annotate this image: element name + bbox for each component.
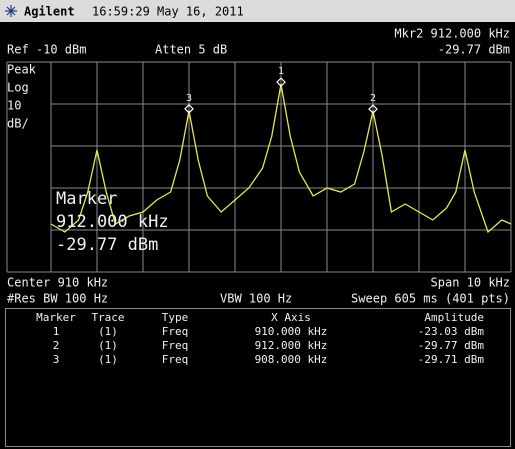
table-header: Trace (91, 311, 124, 324)
overlay-text: 912.000 kHz (56, 212, 169, 232)
table-cell: -29.77 dBm (418, 339, 485, 352)
marker-number: 2 (370, 93, 376, 104)
table-cell: 908.000 kHz (255, 353, 328, 366)
sweep: Sweep 605 ms (401 pts) (351, 292, 510, 306)
marker-amplitude: -29.77 dBm (438, 43, 510, 57)
agilent-logo (5, 5, 17, 17)
scale-label: dB/ (7, 117, 29, 131)
table-cell: 2 (53, 339, 60, 352)
brand: Agilent (24, 5, 75, 19)
table-header: Amplitude (424, 311, 484, 324)
table-cell: 912.000 kHz (255, 339, 328, 352)
table-cell: (1) (98, 325, 118, 338)
table-header: Marker (36, 311, 76, 324)
scale-label: 10 (7, 99, 21, 113)
table-cell: -23.03 dBm (418, 325, 485, 338)
marker-number: 1 (278, 66, 284, 77)
attenuation: Atten 5 dB (155, 43, 227, 57)
vbw: VBW 100 Hz (220, 292, 292, 306)
title-bar (0, 0, 515, 22)
marker-diamond (184, 103, 194, 114)
table-cell: Freq (162, 325, 189, 338)
scale-label: Peak (7, 63, 37, 77)
marker-number: 3 (186, 93, 192, 104)
center-freq: Center 910 kHz (7, 276, 108, 290)
scale-label: Log (7, 81, 29, 95)
overlay-text: Marker (56, 189, 117, 209)
marker-readout: Mkr2 912.000 kHz (394, 27, 510, 41)
marker-table-frame (5, 308, 511, 447)
table-cell: 3 (53, 353, 60, 366)
table-header: Type (162, 311, 189, 324)
graticule (6, 61, 512, 273)
span: Span 10 kHz (431, 276, 510, 290)
ref-level: Ref -10 dBm (7, 43, 86, 57)
table-cell: (1) (98, 339, 118, 352)
trace (50, 83, 512, 234)
overlay-text: -29.77 dBm (56, 235, 158, 255)
table-cell: Freq (162, 339, 189, 352)
table-header: X Axis (271, 311, 311, 324)
plot: 1 2 3 (50, 66, 512, 234)
marker-diamond (368, 104, 378, 114)
table-cell: (1) (98, 353, 118, 366)
res-bw: #Res BW 100 Hz (7, 292, 108, 306)
marker-diamond (276, 77, 286, 87)
table-cell: 910.000 kHz (255, 325, 328, 338)
datetime: 16:59:29 May 16, 2011 (92, 5, 244, 19)
marker-table: Marker Trace Type X Axis Amplitude 1 (1) Freq 91… (36, 311, 484, 366)
table-cell: 1 (53, 325, 60, 338)
table-cell: Freq (162, 353, 189, 366)
table-cell: -29.71 dBm (418, 353, 485, 366)
